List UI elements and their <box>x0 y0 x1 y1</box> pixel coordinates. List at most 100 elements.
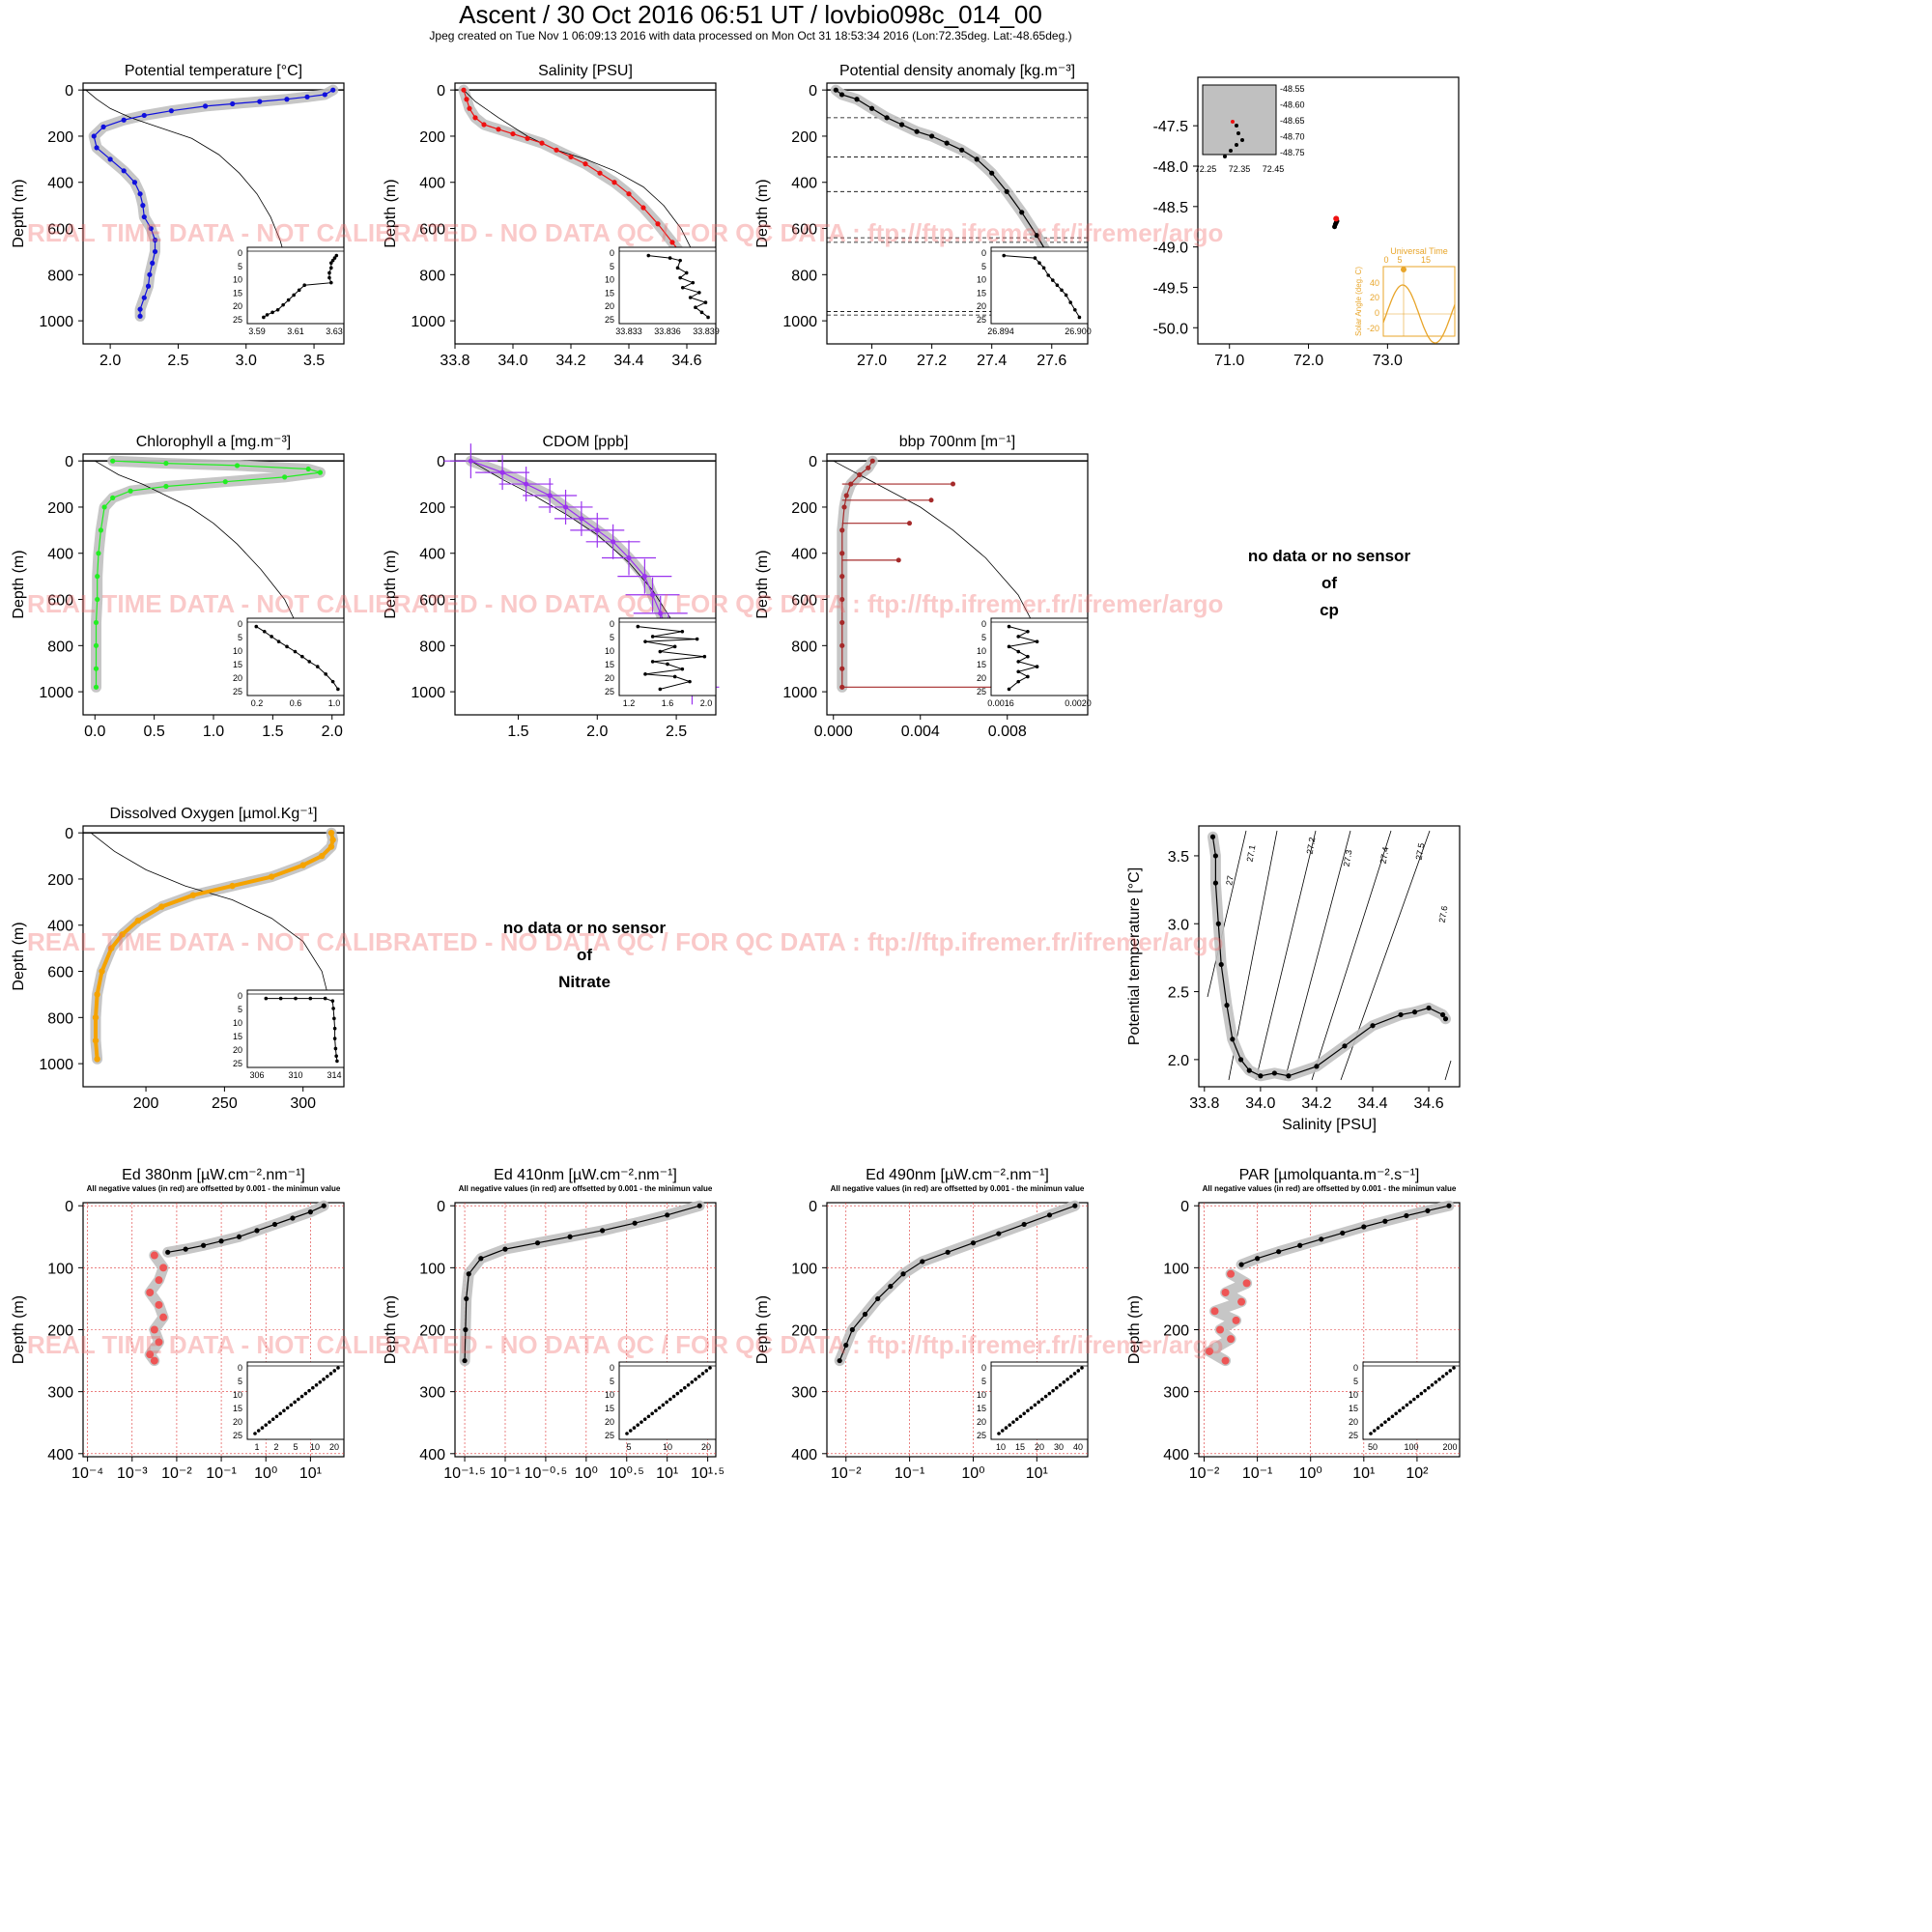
oxy-xtick-label: 300 <box>290 1095 316 1112</box>
chla-data-point <box>234 463 241 469</box>
temp-data-point <box>202 103 209 109</box>
map-zoom-ytick-label: -48.65 <box>1280 116 1305 126</box>
ed380-negative-point <box>155 1338 163 1347</box>
cdom-data-point <box>562 504 569 510</box>
bbp-data-point <box>839 666 845 671</box>
sal-data-point <box>611 180 617 185</box>
cdom-inset-point <box>680 629 685 634</box>
temp-inset-point <box>327 270 331 275</box>
chla-inset-point <box>293 649 298 654</box>
dens-ylabel: Depth (m) <box>754 179 771 247</box>
ed410-data-point <box>478 1256 484 1262</box>
ed410-inset-point <box>683 1385 687 1390</box>
sal-data-point <box>467 105 472 111</box>
ed380-ylabel: Depth (m) <box>11 1295 27 1364</box>
par-inset-ytick-label: 10 <box>1349 1390 1358 1400</box>
ts-data-point <box>1342 1043 1348 1049</box>
ed380-inset-xtick-label: 1 <box>254 1442 259 1452</box>
dens-inset-point <box>1051 278 1055 282</box>
bbp-data-point <box>866 465 871 470</box>
ed380-negative-point <box>159 1313 168 1321</box>
ed380-inset-point <box>322 1378 326 1381</box>
par-xtick-label: 10⁻¹ <box>1242 1465 1273 1482</box>
temp-inset-ytick-label: 10 <box>233 275 242 285</box>
ts-data-point <box>1439 1011 1446 1018</box>
ed410-xtick-label: 10⁰ <box>575 1465 598 1482</box>
bbp-inset-point <box>1016 679 1021 684</box>
ed410-inset-point <box>632 1426 637 1430</box>
par-negative-history-band <box>1204 1268 1253 1367</box>
bbp-spike-point <box>907 521 912 526</box>
ed490-inset-point <box>1080 1366 1084 1370</box>
cdom-data-point <box>524 481 529 487</box>
par-inset-xtick-label: 200 <box>1442 1442 1457 1452</box>
par-negative-point <box>1227 1269 1236 1278</box>
dens-ytick-label: 800 <box>791 268 817 284</box>
ed410-ytick-label: 200 <box>419 1323 445 1340</box>
bbp-inset-ytick-label: 0 <box>981 619 986 629</box>
oxy-inset-point <box>278 996 283 1001</box>
cdom-title: CDOM [ppb] <box>543 434 629 450</box>
temp-data-point <box>100 124 106 129</box>
oxy-data-point <box>319 852 326 860</box>
chla-data-point <box>110 458 116 464</box>
chla-xtick-label: 1.5 <box>262 724 283 740</box>
temp-ytick-label: 800 <box>47 268 73 284</box>
ed380-ytick-label: 100 <box>47 1261 73 1277</box>
no-data-cp-line2: of <box>1321 574 1338 592</box>
oxy-ytick-label: 800 <box>47 1010 73 1027</box>
temp-xtick-label: 3.0 <box>236 353 257 369</box>
par-inset-point <box>1401 1406 1406 1410</box>
par-inset-point <box>1430 1382 1435 1387</box>
ed380-inset-point <box>336 1366 340 1370</box>
ed410-inset-point <box>671 1394 676 1399</box>
chla-inset-xtick-label: 1.0 <box>328 698 341 708</box>
oxy-inset-point <box>264 996 269 1001</box>
ed380-data-point <box>201 1242 207 1248</box>
par-data-point <box>1319 1236 1324 1242</box>
ed380-ytick-label: 0 <box>65 1199 73 1215</box>
ts-data-point <box>1314 1064 1320 1069</box>
map-zoom-xtick-label: 72.25 <box>1195 164 1217 174</box>
temp-inset-point <box>334 253 339 258</box>
ed490-data-point <box>1046 1212 1053 1218</box>
ed380-negative-point <box>146 1289 155 1297</box>
dens-inset-xtick-label: 26.900 <box>1065 327 1092 336</box>
chla-xtick-label: 0.5 <box>144 724 165 740</box>
map-zoom-ytick-label: -48.60 <box>1280 100 1305 110</box>
cdom-data-point <box>649 592 656 598</box>
chla-data-point <box>305 466 311 472</box>
ts-isopycnal-label: 27.4 <box>1378 846 1391 865</box>
sal-inset-point <box>694 305 697 310</box>
chla-data-point <box>98 527 104 533</box>
sal-xtick-label: 34.6 <box>671 353 701 369</box>
bbp-ytick-label: 1000 <box>782 685 817 701</box>
dens-inset-ytick-label: 10 <box>977 275 986 285</box>
ed380-ytick-label: 200 <box>47 1323 73 1340</box>
ts-data-point <box>1215 921 1221 926</box>
par-inset-point <box>1452 1366 1456 1370</box>
sal-data-point <box>481 122 487 128</box>
ed490-ylabel: Depth (m) <box>754 1295 771 1364</box>
temp-data-point <box>141 295 147 300</box>
ed380-negative-point <box>159 1264 168 1272</box>
dens-data-point <box>838 92 845 98</box>
sal-data-point <box>582 161 588 167</box>
ed410-inset-point <box>636 1423 640 1427</box>
ed490-history-band <box>834 1200 1081 1367</box>
map-zoom-inset <box>1202 84 1277 156</box>
ed490-inset-point <box>1000 1429 1005 1433</box>
chla-inset-ytick-label: 15 <box>233 660 242 669</box>
map-solar-ytick-label: 40 <box>1370 278 1379 288</box>
ed490-inset-point <box>1065 1378 1069 1381</box>
ed490-data-point <box>1072 1203 1078 1208</box>
map-solar-xtick-label: 0 <box>1383 255 1388 265</box>
ed490-data-point <box>875 1295 881 1302</box>
par-inset-ytick-label: 20 <box>1349 1417 1358 1427</box>
ed410-ytick-label: 100 <box>419 1261 445 1277</box>
ed380-data-point <box>290 1215 296 1221</box>
ts-isopycnal-line <box>1207 830 1247 998</box>
ed410-data-point <box>696 1203 702 1208</box>
bbp-inset-point <box>1016 635 1021 639</box>
